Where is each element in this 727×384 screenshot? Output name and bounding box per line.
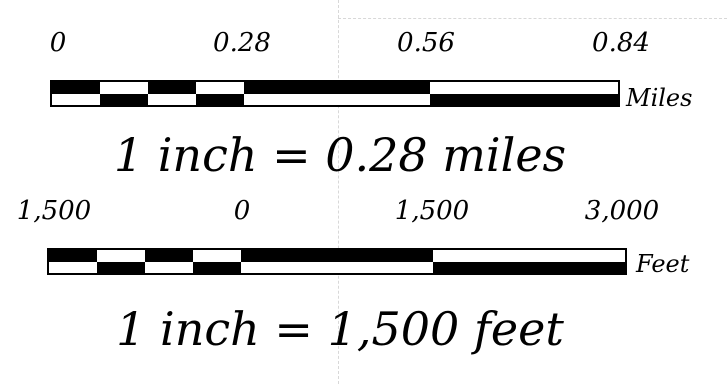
feet-tick-label: 1,500 bbox=[16, 196, 92, 226]
scale-segment bbox=[145, 250, 193, 262]
miles-tick-label: 0.28 bbox=[213, 28, 271, 58]
scale-segment bbox=[196, 93, 244, 105]
scale-segment bbox=[100, 93, 148, 105]
feet-tick-label: 0 bbox=[233, 196, 251, 226]
miles-scale-bar bbox=[50, 80, 620, 107]
horizontal-guide-line bbox=[338, 18, 727, 19]
scale-segment bbox=[433, 261, 625, 273]
scale-segment bbox=[241, 250, 433, 262]
miles-unit-label: Miles bbox=[626, 84, 693, 112]
scale-segment bbox=[193, 261, 241, 273]
miles-tick-label: 0 bbox=[49, 28, 67, 58]
feet-tick-label: 1,500 bbox=[394, 196, 470, 226]
scale-segment bbox=[148, 82, 196, 94]
scale-segment bbox=[244, 82, 430, 94]
scale-segment bbox=[49, 250, 97, 262]
scale-segment bbox=[97, 261, 145, 273]
miles-tick-label: 0.56 bbox=[397, 28, 455, 58]
vertical-guide-line bbox=[338, 0, 339, 384]
miles-tick-label: 0.84 bbox=[592, 28, 650, 58]
feet-scale-bar bbox=[47, 248, 627, 275]
feet-unit-label: Feet bbox=[636, 250, 690, 278]
scale-segment bbox=[430, 93, 618, 105]
miles-scale-statement: 1 inch = 0.28 miles bbox=[113, 128, 567, 182]
feet-tick-label: 3,000 bbox=[584, 196, 660, 226]
feet-scale-statement: 1 inch = 1,500 feet bbox=[116, 302, 564, 356]
scale-segment bbox=[52, 82, 100, 94]
